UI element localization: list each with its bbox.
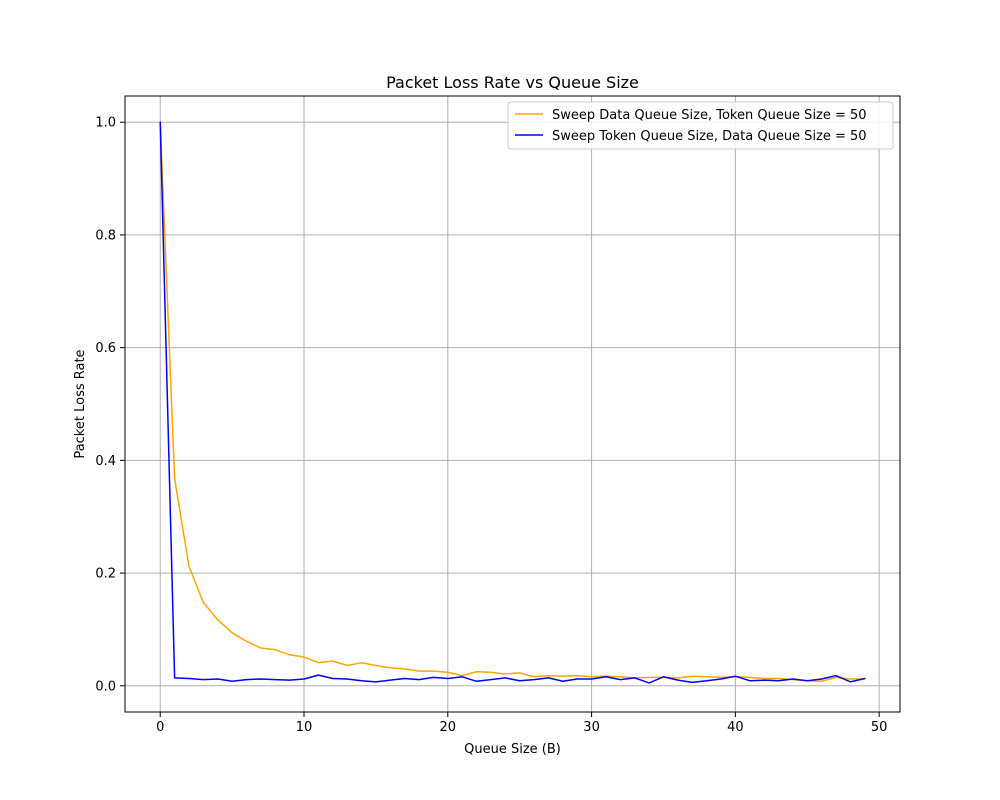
- y-tick-label: 0.6: [95, 341, 116, 356]
- y-tick-label: 0.2: [95, 567, 116, 582]
- legend: Sweep Data Queue Size, Token Queue Size …: [507, 101, 894, 150]
- x-axis-ticks: 0 10 20 30 40 50: [156, 712, 887, 735]
- grid: [125, 96, 900, 712]
- legend-box: [507, 101, 894, 150]
- series-line-data-sweep: [159, 121, 866, 683]
- x-tick-label: 50: [871, 720, 888, 735]
- series-line-token-sweep: [159, 121, 866, 684]
- y-tick-label: 1.0: [95, 116, 116, 131]
- legend-label-data-sweep: Sweep Data Queue Size, Token Queue Size …: [552, 108, 867, 123]
- plot-frame: [124, 95, 901, 713]
- y-axis-label: Packet Loss Rate: [73, 349, 88, 458]
- y-tick-label: 0.0: [95, 679, 116, 694]
- x-tick-label: 20: [440, 720, 457, 735]
- series-lines: [159, 121, 866, 684]
- x-axis-label: Queue Size (B): [464, 742, 561, 757]
- x-tick-label: 0: [156, 720, 164, 735]
- x-tick-label: 40: [727, 720, 744, 735]
- y-axis-ticks: 0.0 0.2 0.4 0.6 0.8 1.0: [95, 116, 125, 694]
- x-tick-label: 10: [296, 720, 313, 735]
- x-tick-label: 30: [583, 720, 600, 735]
- y-tick-label: 0.8: [95, 228, 116, 243]
- legend-label-token-sweep: Sweep Token Queue Size, Data Queue Size …: [552, 129, 867, 144]
- chart-title: Packet Loss Rate vs Queue Size: [386, 73, 639, 92]
- y-tick-label: 0.4: [95, 454, 116, 469]
